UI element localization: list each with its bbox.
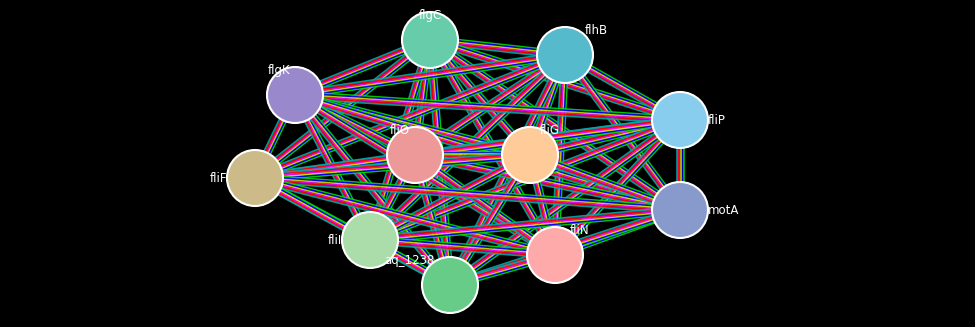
Text: fliG: fliG	[540, 124, 560, 137]
Text: flhB: flhB	[585, 24, 608, 37]
Text: fliF: fliF	[210, 171, 227, 184]
Circle shape	[342, 212, 398, 268]
Circle shape	[527, 227, 583, 283]
Circle shape	[652, 92, 708, 148]
Text: aq_1238: aq_1238	[384, 254, 435, 267]
Circle shape	[267, 67, 323, 123]
Text: fliO: fliO	[390, 124, 410, 137]
Text: fliN: fliN	[570, 224, 590, 237]
Circle shape	[502, 127, 558, 183]
Text: fliI: fliI	[328, 233, 342, 247]
Text: flgC: flgC	[418, 9, 442, 22]
Text: flgK: flgK	[267, 64, 290, 77]
Circle shape	[652, 182, 708, 238]
Text: fliP: fliP	[708, 113, 725, 127]
Circle shape	[227, 150, 283, 206]
Text: motA: motA	[708, 203, 739, 216]
Circle shape	[422, 257, 478, 313]
Circle shape	[402, 12, 458, 68]
Circle shape	[537, 27, 593, 83]
Circle shape	[387, 127, 443, 183]
